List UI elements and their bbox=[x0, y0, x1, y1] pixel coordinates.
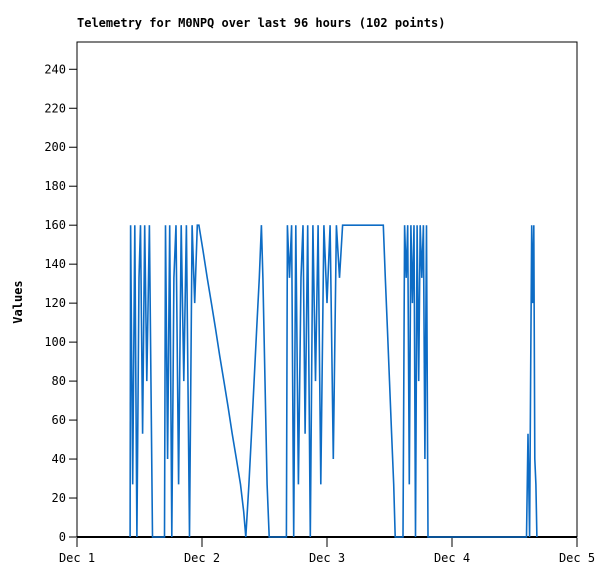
y-tick-label: 120 bbox=[44, 296, 66, 310]
x-tick-label: Dec 5 bbox=[559, 551, 595, 565]
y-tick-label: 0 bbox=[59, 530, 66, 544]
y-tick-label: 60 bbox=[52, 413, 66, 427]
y-tick-label: 40 bbox=[52, 452, 66, 466]
y-tick-label: 100 bbox=[44, 335, 66, 349]
y-tick-label: 80 bbox=[52, 374, 66, 388]
y-tick-label: 240 bbox=[44, 62, 66, 76]
y-tick-label: 200 bbox=[44, 140, 66, 154]
y-tick-label: 180 bbox=[44, 179, 66, 193]
telemetry-line bbox=[129, 224, 538, 538]
y-tick-label: 140 bbox=[44, 257, 66, 271]
x-tick-label: Dec 1 bbox=[59, 551, 95, 565]
y-tick-label: 20 bbox=[52, 491, 66, 505]
y-tick-label: 220 bbox=[44, 101, 66, 115]
x-tick-label: Dec 3 bbox=[309, 551, 345, 565]
x-tick-label: Dec 4 bbox=[434, 551, 470, 565]
y-axis-label: Values bbox=[11, 280, 25, 324]
x-tick-label: Dec 2 bbox=[184, 551, 220, 565]
y-tick-label: 160 bbox=[44, 218, 66, 232]
chart-title: Telemetry for M0NPQ over last 96 hours (… bbox=[77, 16, 446, 30]
